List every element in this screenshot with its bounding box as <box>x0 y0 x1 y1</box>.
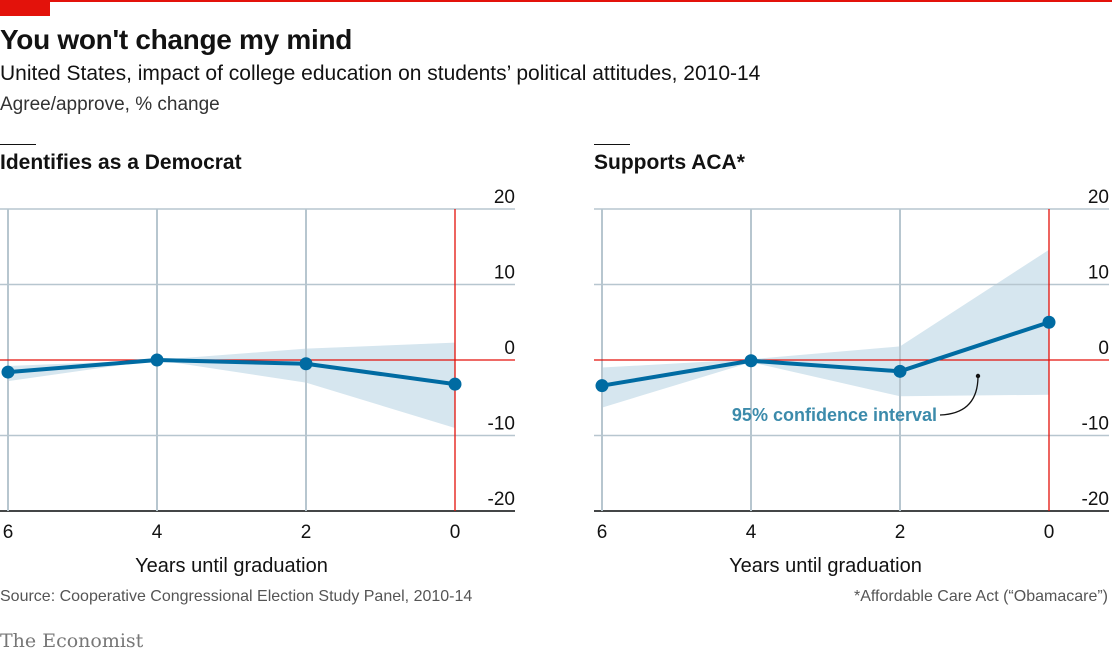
y-tick-label: 20 <box>1088 187 1109 208</box>
y-tick-label: 0 <box>1098 338 1109 359</box>
panel-title-aca: Supports ACA* <box>594 151 745 174</box>
data-point <box>1042 315 1056 329</box>
top-accent-line <box>0 0 1112 2</box>
series-line <box>7 358 456 387</box>
y-tick-label: 0 <box>504 338 515 359</box>
footnote: *Affordable Care Act (“Obamacare”) <box>853 588 1108 605</box>
x-axis-label: Years until graduation <box>729 555 922 577</box>
y-tick-label: -20 <box>488 489 515 510</box>
x-tick-label: 0 <box>450 522 461 543</box>
annotation-label: 95% confidence interval <box>732 405 937 425</box>
chart-subtitle: United States, impact of college educati… <box>0 62 761 85</box>
confidence-band <box>602 249 1049 408</box>
chart-title: You won't change my mind <box>0 24 353 55</box>
panel-rule <box>594 144 630 145</box>
x-tick-label: 2 <box>895 522 906 543</box>
data-point <box>595 379 609 393</box>
y-tick-label: -10 <box>488 414 515 435</box>
y-tick-label: -10 <box>1082 414 1109 435</box>
data-point <box>448 377 462 391</box>
panel-aca: Supports ACA* 20 10 0 -10 -20 6 4 2 0 Years until… <box>594 136 1112 577</box>
x-tick-label: 0 <box>1044 522 1055 543</box>
annotation-leader <box>939 375 979 416</box>
red-tag <box>0 0 50 16</box>
data-point <box>299 357 313 371</box>
x-tick-label: 4 <box>152 522 163 543</box>
x-tick-label: 4 <box>746 522 757 543</box>
y-tick-label: -20 <box>1082 489 1109 510</box>
data-point <box>150 353 164 367</box>
data-point <box>893 364 907 378</box>
y-tick-label: 20 <box>494 187 515 208</box>
x-tick-label: 2 <box>301 522 312 543</box>
data-point <box>744 354 758 368</box>
source-note: Source: Cooperative Congressional Electi… <box>0 588 473 605</box>
economist-logo: The Economist <box>0 630 144 652</box>
x-tick-label: 6 <box>597 522 608 543</box>
series-line <box>601 320 1050 388</box>
annotation-dot <box>975 373 981 379</box>
confidence-band <box>8 342 455 428</box>
panel-democrat: Identifies as a Democrat 20 10 0 -10 -20 6 4 2 0… <box>0 136 518 577</box>
x-axis-label: Years until graduation <box>135 555 328 577</box>
y-tick-label: 10 <box>1088 263 1109 284</box>
panel-title-democrat: Identifies as a Democrat <box>0 151 242 174</box>
panel-rule <box>0 144 36 145</box>
unit-label: Agree/approve, % change <box>0 94 220 115</box>
y-tick-label: 10 <box>494 263 515 284</box>
x-tick-label: 6 <box>3 522 14 543</box>
data-point <box>1 365 15 379</box>
